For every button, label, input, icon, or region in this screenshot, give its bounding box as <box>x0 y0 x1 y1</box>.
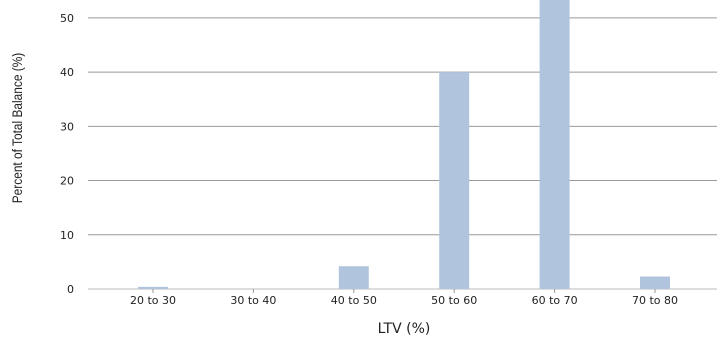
x-axis-title: LTV (%) <box>378 321 431 337</box>
bar-40-to-50 <box>338 266 369 289</box>
y-tick-label: 50 <box>60 12 74 25</box>
bar-70-to-80 <box>640 276 670 289</box>
y-tick-label: 10 <box>60 229 74 242</box>
y-tick-label: 30 <box>60 120 74 133</box>
x-axis-ticks: 20 to 30 30 to 40 40 to 50 50 to 60 60 to 70… <box>130 289 678 307</box>
y-tick-label: 20 <box>60 175 74 188</box>
x-tick-label: 60 to 70 <box>532 294 578 307</box>
x-tick-label: 20 to 30 <box>130 294 176 307</box>
bar-50-to-60 <box>439 72 470 290</box>
y-tick-label: 40 <box>60 66 74 79</box>
bar-60-to-70 <box>539 0 570 289</box>
y-tick-label: 0 <box>67 283 74 296</box>
y-axis-ticks: 0 10 20 30 40 50 <box>60 12 74 296</box>
bars <box>138 0 670 290</box>
x-tick-label: 70 to 80 <box>632 294 678 307</box>
y-axis-title: Percent of Total Balance (%) <box>9 53 25 204</box>
bar-20-to-30 <box>138 286 168 289</box>
x-tick-label: 30 to 40 <box>230 294 276 307</box>
x-tick-label: 40 to 50 <box>331 294 377 307</box>
gridlines <box>88 17 717 290</box>
x-tick-label: 50 to 60 <box>431 294 477 307</box>
